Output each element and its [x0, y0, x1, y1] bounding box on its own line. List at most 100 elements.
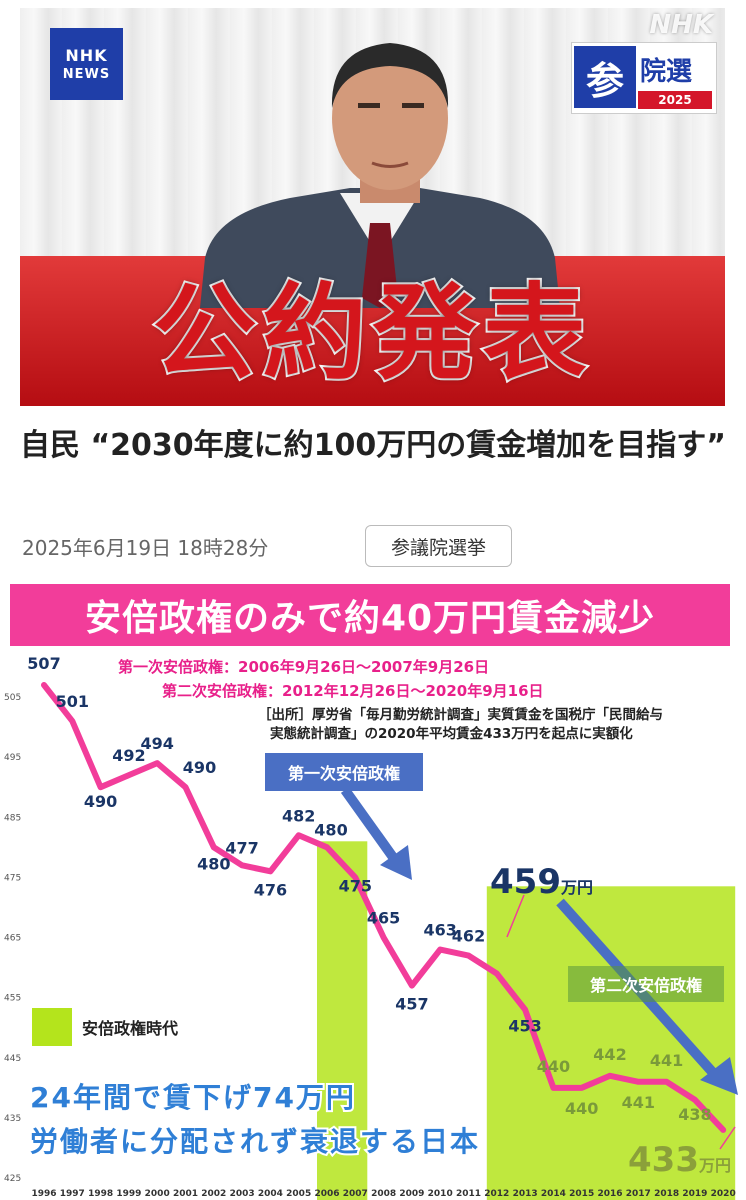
point-label-2003: 477	[225, 838, 258, 857]
x-tick-label: 2000	[145, 1189, 170, 1199]
source-note: ［出所］厚労省「毎月勤労統計調査」実質賃金を国税庁「民間給与 実態統計調査」の2…	[258, 706, 663, 744]
x-tick-label: 2003	[230, 1189, 255, 1199]
y-tick-label: 445	[4, 1054, 21, 1064]
x-tick-label: 2018	[654, 1189, 679, 1199]
wage-chart: 425 435 445 455 465 475 485 495 505 1996 1997 1998…	[4, 654, 738, 1200]
point-label-1996: 507	[27, 654, 60, 673]
x-tick-label: 2014	[541, 1189, 566, 1199]
point-label-2011: 462	[452, 927, 485, 946]
point-label-2004: 476	[254, 880, 287, 899]
x-tick-label: 2007	[343, 1189, 368, 1199]
point-label-2018: 441	[650, 1051, 683, 1070]
value-459-label: 459万円	[490, 862, 593, 902]
x-tick-label: 2013	[513, 1189, 538, 1199]
y-tick-label: 435	[4, 1114, 21, 1124]
value-433-unit: 万円	[698, 1156, 731, 1175]
value-433: 433	[628, 1140, 699, 1180]
first-term-note: 第一次安倍政権：2006年9月26日〜2007年9月26日	[118, 658, 490, 676]
nhk-news-line2: NEWS	[62, 67, 111, 82]
x-tick-label: 2015	[569, 1189, 594, 1199]
y-tick-label: 455	[4, 994, 21, 1004]
x-tick-label: 1996	[31, 1189, 56, 1199]
nhk-news-logo: NHK NEWS	[50, 28, 123, 100]
x-tick-label: 2002	[201, 1189, 226, 1199]
point-label-2013: 453	[508, 1017, 541, 1036]
point-label-2002: 480	[197, 854, 230, 873]
value-433-label: 433万円	[628, 1140, 731, 1180]
summary-line-2: 労働者に分配されず衰退する日本	[28, 1123, 481, 1160]
y-axis-ticks: 425 435 445 455 465 475 485 495 505	[4, 693, 21, 1184]
point-labels: 5075014904924944904804774764824804754654…	[27, 654, 711, 1124]
point-label-2005: 482	[282, 806, 315, 825]
video-thumbnail[interactable]: NHK NEWS NHK 参 院選 2025 公約発表	[20, 8, 725, 406]
wage-series-line	[41, 681, 727, 1133]
speaker-photo	[200, 43, 560, 308]
point-label-2019: 438	[678, 1105, 711, 1124]
value-459-unit: 万円	[560, 878, 593, 897]
point-label-2006: 480	[314, 820, 347, 839]
article-title: 自民 “2030年度に約100万円の賃金増加を目指す”	[20, 428, 726, 463]
x-tick-label: 1998	[88, 1189, 113, 1199]
category-tag-button[interactable]: 参議院選挙	[365, 525, 512, 567]
x-tick-label: 1999	[116, 1189, 141, 1199]
nhk-watermark: NHK	[649, 10, 713, 40]
second-term-callout: 第二次安倍政権	[568, 966, 724, 1002]
callout-arrows	[340, 787, 738, 1150]
point-label-2008: 465	[367, 909, 400, 928]
election-badge-kanji1: 参	[574, 46, 636, 108]
article-date: 2025年6月19日 18時28分	[22, 536, 269, 560]
leader-433	[719, 1126, 736, 1150]
x-tick-label: 2006	[314, 1189, 339, 1199]
leader-459	[506, 894, 525, 938]
point-label-2007: 475	[339, 876, 372, 895]
x-tick-label: 2017	[626, 1189, 651, 1199]
x-tick-label: 2016	[597, 1189, 622, 1199]
point-label-2015: 440	[565, 1099, 598, 1118]
x-tick-label: 2004	[258, 1189, 283, 1199]
election-badge-kanji2: 院選	[640, 57, 693, 87]
point-label-1999: 492	[112, 746, 145, 765]
shaded-period-1	[486, 886, 736, 1200]
point-label-2017: 441	[622, 1093, 655, 1112]
source-line-2: 実態統計調査」の2020年平均賃金433万円を起点に実額化	[270, 726, 633, 742]
second-term-arrowhead	[700, 1057, 738, 1095]
source-line-1: ［出所］厚労省「毎月勤労統計調査」実質賃金を国税庁「民間給与	[258, 707, 663, 723]
election-badge: 参 院選 2025	[571, 42, 717, 114]
point-label-2001: 490	[183, 758, 216, 777]
point-label-2010: 463	[423, 921, 456, 940]
y-tick-label: 465	[4, 934, 21, 944]
summary-line-1: 24年間で賃下げ74万円	[28, 1079, 356, 1116]
x-tick-label: 2011	[456, 1189, 481, 1199]
x-tick-label: 2020	[711, 1189, 736, 1199]
second-term-note: 第二次安倍政権：2012年12月26日〜2020年9月16日	[162, 682, 544, 700]
legend-swatch	[32, 1008, 72, 1046]
point-label-2014: 440	[537, 1057, 570, 1076]
point-label-1998: 490	[84, 792, 117, 811]
legend-label: 安倍政権時代	[82, 1019, 179, 1038]
series-line	[41, 681, 727, 1133]
y-tick-label: 505	[4, 693, 21, 703]
thumbnail-headline: 公約発表	[150, 269, 593, 396]
y-tick-label: 425	[4, 1174, 21, 1184]
chart-legend: 安倍政権時代	[32, 1008, 178, 1046]
y-tick-label: 475	[4, 873, 21, 883]
y-tick-label: 485	[4, 813, 21, 823]
x-axis-ticks: 1996 1997 1998 1999 2000 2001 2002 2003 2004 2005…	[31, 1189, 735, 1199]
point-label-1997: 501	[56, 692, 89, 711]
x-tick-label: 2019	[682, 1189, 707, 1199]
point-label-2009: 457	[395, 995, 428, 1014]
nhk-news-line1: NHK	[65, 46, 108, 65]
point-label-2000: 494	[140, 734, 173, 753]
x-tick-label: 2008	[371, 1189, 396, 1199]
x-tick-label: 2001	[173, 1189, 198, 1199]
x-tick-label: 1997	[60, 1189, 85, 1199]
point-label-2016: 442	[593, 1045, 626, 1064]
abe-period-shading	[317, 841, 736, 1200]
y-tick-label: 495	[4, 753, 21, 763]
value-459: 459	[490, 862, 561, 902]
x-tick-label: 2005	[286, 1189, 311, 1199]
shaded-period-0	[317, 841, 368, 1200]
first-term-arrowhead	[380, 845, 412, 880]
first-term-callout: 第一次安倍政権	[265, 753, 423, 791]
first-term-arrow	[340, 787, 400, 863]
